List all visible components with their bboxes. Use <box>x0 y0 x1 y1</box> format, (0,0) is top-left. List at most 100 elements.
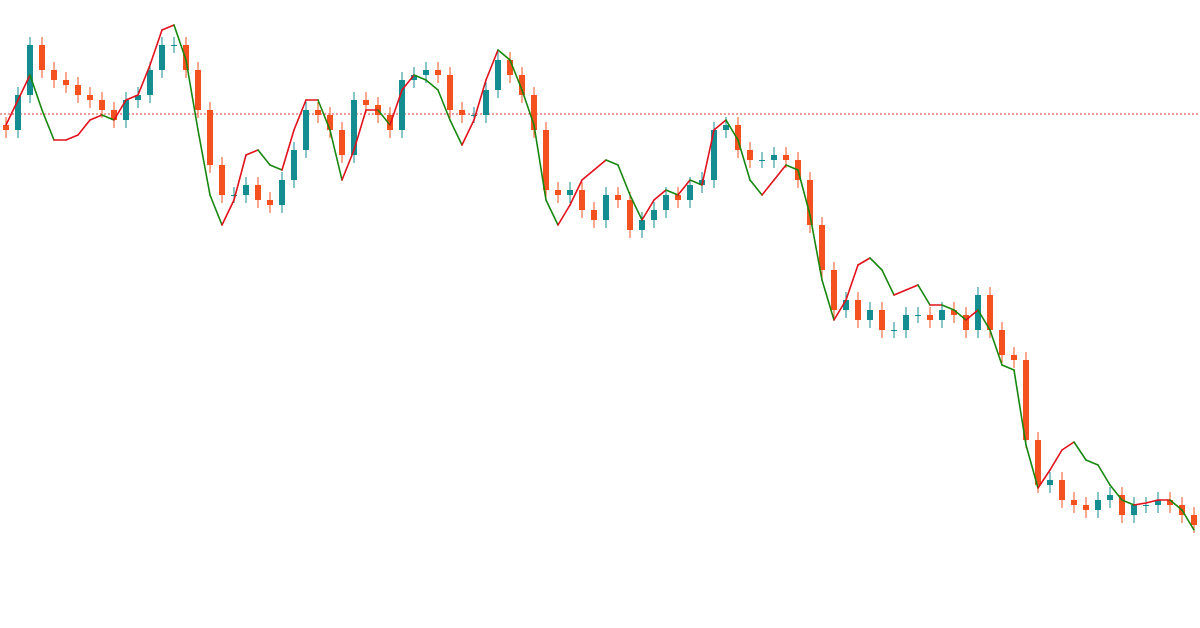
indicator-line <box>437 89 451 121</box>
indicator-line <box>257 149 271 166</box>
candle-body <box>1011 355 1017 360</box>
candle-body <box>759 160 765 161</box>
candle-body <box>147 70 153 95</box>
indicator-line <box>41 109 55 141</box>
candle-body <box>459 110 465 115</box>
candle-body <box>975 295 981 330</box>
candle-body <box>507 60 513 75</box>
indicator-line <box>485 49 499 81</box>
indicator-line <box>749 179 763 196</box>
indicator-line <box>845 264 859 301</box>
candle-body <box>327 115 333 130</box>
candle-body <box>87 95 93 100</box>
indicator-line <box>65 134 79 141</box>
indicator-line <box>377 109 391 126</box>
indicator-line <box>413 74 427 81</box>
candle-body <box>63 80 69 85</box>
candle-body <box>387 115 393 130</box>
candle-body <box>519 75 525 95</box>
indicator-line <box>137 64 151 96</box>
candle-body <box>615 195 621 200</box>
candle-body <box>771 155 777 160</box>
indicator-line <box>881 269 895 296</box>
indicator-line <box>521 89 535 126</box>
candle-body <box>855 300 861 320</box>
candle-body <box>939 310 945 320</box>
candle-body <box>363 100 369 105</box>
candle-body <box>591 210 597 220</box>
indicator-line <box>1181 509 1195 531</box>
indicator-line <box>545 199 559 226</box>
candle-body <box>183 45 189 70</box>
candle-body <box>639 220 645 230</box>
indicator-line <box>293 99 307 131</box>
indicator-line <box>281 129 295 171</box>
indicator-line <box>1145 499 1159 504</box>
indicator-line <box>1025 444 1039 489</box>
candle-body <box>1035 440 1041 485</box>
candle-body <box>219 165 225 195</box>
candle-body <box>207 110 213 165</box>
indicator-line <box>113 99 127 121</box>
indicator-line <box>449 119 463 146</box>
candle-body <box>1095 500 1101 510</box>
candle-body <box>15 95 21 130</box>
indicator-line <box>665 189 679 196</box>
candle-body <box>675 195 681 200</box>
indicator-line <box>989 329 1003 366</box>
candle-body <box>951 310 957 315</box>
indicator-line <box>101 114 115 121</box>
indicator-line <box>869 257 883 271</box>
candle-body <box>1107 495 1113 500</box>
candle-body <box>255 185 261 200</box>
indicator-line <box>401 74 415 91</box>
indicator-line <box>425 79 439 91</box>
indicator-line <box>245 149 259 156</box>
indicator-line <box>1133 502 1147 506</box>
indicator-line <box>329 129 343 181</box>
indicator-line <box>593 159 607 171</box>
candle-body <box>543 130 549 190</box>
indicator-line <box>1085 459 1099 466</box>
candle-body <box>291 150 297 180</box>
candle-body <box>195 70 201 110</box>
indicator-line <box>1121 499 1135 506</box>
candle-body <box>879 310 885 330</box>
indicator-line <box>905 284 919 291</box>
candle-body <box>3 125 9 130</box>
indicator-line <box>833 299 847 321</box>
indicator-line <box>533 124 547 201</box>
candle-body <box>891 330 897 331</box>
candle-body <box>807 180 813 225</box>
indicator-line <box>473 79 487 121</box>
indicator-line <box>197 129 211 196</box>
candle-body <box>39 45 45 70</box>
indicator-line <box>1037 469 1051 489</box>
indicator-line <box>77 119 91 136</box>
candle-body <box>1155 500 1161 505</box>
indicator-line <box>917 284 931 306</box>
indicator-line <box>557 204 571 226</box>
indicator-line <box>173 24 187 61</box>
indicator-line <box>161 24 175 31</box>
indicator-line <box>1169 499 1183 511</box>
indicator-line <box>977 309 991 331</box>
indicator-line <box>5 99 19 126</box>
indicator-line <box>773 164 787 181</box>
indicator-line <box>569 179 583 206</box>
indicator-line <box>953 309 967 321</box>
candle-body <box>471 115 477 116</box>
indicator-line <box>761 179 775 196</box>
candle-body <box>579 190 585 210</box>
candle-body <box>1167 500 1173 505</box>
indicator-line <box>785 164 799 171</box>
candle-body <box>963 315 969 330</box>
candle-body <box>447 75 453 110</box>
candle-body <box>483 90 489 115</box>
candle-body <box>711 130 717 180</box>
candle-body <box>819 225 825 270</box>
indicator-line <box>965 309 979 321</box>
candle-body <box>1047 480 1053 485</box>
